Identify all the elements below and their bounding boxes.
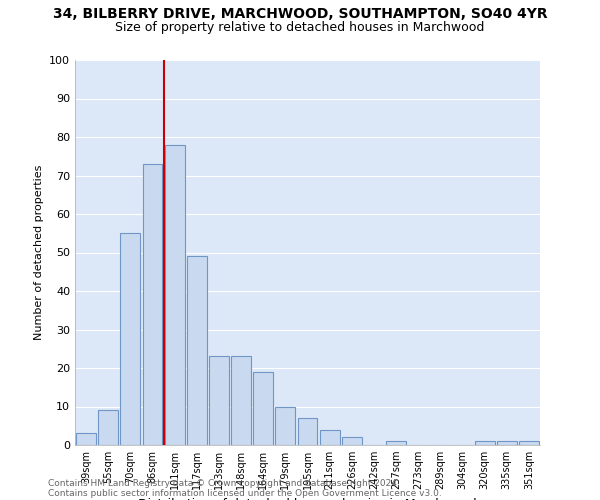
Text: 34, BILBERRY DRIVE, MARCHWOOD, SOUTHAMPTON, SO40 4YR: 34, BILBERRY DRIVE, MARCHWOOD, SOUTHAMPT…: [53, 8, 547, 22]
Bar: [121, 233, 140, 445]
Text: Contains HM Land Registry data © Crown copyright and database right 2024.: Contains HM Land Registry data © Crown c…: [48, 478, 400, 488]
Bar: [298, 418, 317, 445]
Bar: [98, 410, 118, 445]
Bar: [209, 356, 229, 445]
Bar: [275, 406, 295, 445]
Bar: [386, 441, 406, 445]
Bar: [475, 441, 494, 445]
Bar: [320, 430, 340, 445]
Bar: [164, 144, 185, 445]
Bar: [497, 441, 517, 445]
Y-axis label: Number of detached properties: Number of detached properties: [34, 165, 44, 340]
Bar: [519, 441, 539, 445]
Bar: [342, 438, 362, 445]
Bar: [143, 164, 163, 445]
Bar: [231, 356, 251, 445]
Text: Size of property relative to detached houses in Marchwood: Size of property relative to detached ho…: [115, 21, 485, 34]
Bar: [76, 434, 96, 445]
Bar: [253, 372, 273, 445]
X-axis label: Distribution of detached houses by size in Marchwood: Distribution of detached houses by size …: [138, 498, 477, 500]
Text: Contains public sector information licensed under the Open Government Licence v3: Contains public sector information licen…: [48, 488, 442, 498]
Bar: [187, 256, 207, 445]
